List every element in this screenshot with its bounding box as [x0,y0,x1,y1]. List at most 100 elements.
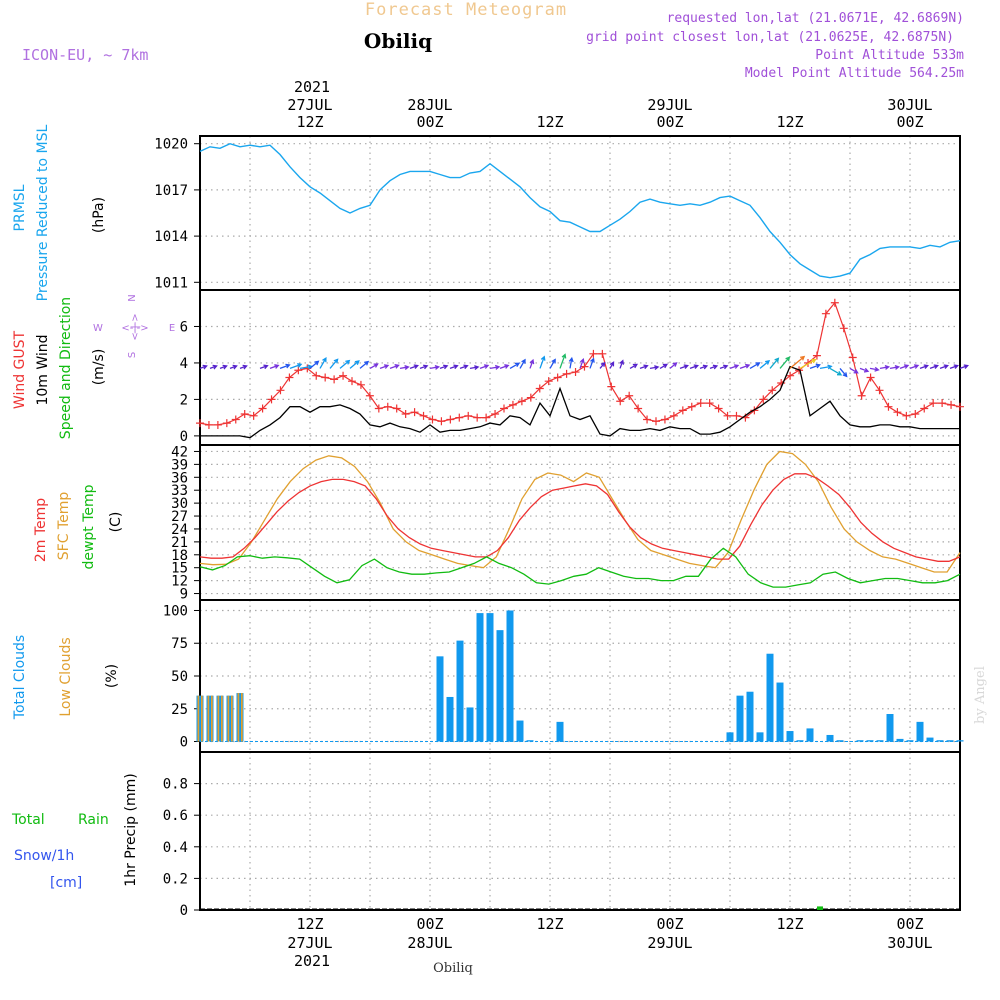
gust-marker [589,349,598,358]
total-cloud-bar [906,740,914,742]
pressure-units: (hPa) [91,197,107,233]
wind-direction-arrow [519,358,526,369]
wind-direction-arrow [699,364,709,370]
low-cloud-bar [241,693,243,742]
wind-direction-arrow [279,363,291,370]
gust-marker [267,395,276,404]
gust-marker [723,411,732,420]
clouds-labels: Total Clouds Low Clouds (%) [12,635,120,720]
total-cloud-bar [946,740,954,742]
y-tick-label: 30 [171,496,188,512]
gust-marker [777,379,786,387]
y-tick-label: 50 [171,669,188,685]
gust-marker [455,413,464,422]
gust-marker [857,391,866,400]
wind-direction-arrow [739,363,751,370]
temp2m-line [199,473,961,562]
wind-speed-line [200,365,960,439]
gust-marker [348,377,356,386]
total-cloud-bar [736,695,744,742]
gust-marker [553,373,562,382]
low-cloud-bar [207,695,210,742]
dewpt-line [199,547,961,588]
gust-marker [616,397,625,406]
compass-horizontal: <-|-> [121,323,148,334]
total-cloud-bar [226,695,234,742]
precip-rain-label: Rain [78,812,109,828]
wind-direction-arrow [859,367,870,373]
top-hour-label: 00Z [656,113,683,131]
precip-total-label: Total [11,812,45,828]
wind-direction-arrow [359,360,370,369]
y-tick-label: 0 [180,903,188,919]
gust-marker [365,391,374,400]
y-tick-label: 0.6 [163,808,188,824]
wind-direction-arrow [409,364,419,370]
wind-direction-arrow [459,364,469,370]
gust-marker [956,402,964,411]
total-cloud-bar [756,732,764,742]
gust-marker [920,404,929,413]
y-tick-label: 2 [180,392,188,408]
top-hour-label: 12Z [776,113,803,131]
y-tick-label: 36 [171,470,188,486]
wind-direction-arrow [909,364,920,370]
precip-panel: 0 0.2 0.4 0.6 0.8 [163,751,961,919]
wind-direction-arrow [309,360,320,369]
low-cloud-bar [221,695,223,742]
bottom-date-label: 29JUL [647,934,692,952]
wind-direction-arrow [259,364,269,370]
gust-marker [786,371,795,380]
wind-direction-arrow [209,364,218,370]
wind-direction-arrow [549,358,556,369]
y-tick-label: 0 [180,429,188,445]
bottom-date-label: 30JUL [887,934,932,952]
precip-units-label: 1hr Precip (mm) [123,773,139,886]
total-cloud-bar [456,640,464,742]
y-tick-label: 1011 [154,275,188,291]
wind-direction-arrow [919,364,929,370]
y-tick-label: 1017 [154,183,188,199]
gust-marker [213,420,222,429]
total-cloud-bar [206,695,214,742]
temperature-labels: 2m Temp SFC Temp dewpt Temp (C) [33,484,124,569]
wind-direction-arrow [709,364,719,370]
wind-direction-arrow [379,364,390,370]
top-year: 2021 [294,78,330,96]
gust-marker [285,373,294,382]
top-hour-label: 12Z [296,113,323,131]
wind-direction-arrow [339,359,351,369]
gust-marker [652,417,660,426]
compass-e: E [169,323,175,334]
gust-marker [544,377,553,386]
wind-direction-arrow [759,359,771,369]
top-hour-label: 00Z [416,113,443,131]
pressure-line [199,142,961,279]
wind-direction-arrow [449,364,459,370]
y-tick-label: 39 [171,457,188,473]
precip-cm-label: [cm] [50,875,82,891]
wind-direction-arrow [568,356,574,369]
gust-marker [374,404,383,413]
gust-marker [839,324,848,333]
gust-marker [356,380,365,389]
wind-direction-arrow [829,367,843,376]
bottom-hour-label: 00Z [896,915,923,933]
gust-marker [500,404,508,413]
pressure-label-1: PRMSL [12,184,28,231]
gust-marker [929,399,938,408]
wind-direction-arrow [959,364,969,370]
bottom-hour-label: 12Z [296,915,323,933]
gust-marker [482,413,491,422]
gust-marker [562,369,571,378]
sfc-temp-line [199,450,961,573]
compass-w: W [93,323,103,334]
gust-marker [607,382,616,391]
y-tick-label: 4 [180,356,188,372]
gust-label: Wind GUST [12,330,28,409]
total-cloud-bar [926,737,934,742]
wind-labels: Wind GUST 10m Wind Speed and Direction (… [12,294,175,439]
y-tick-label: 9 [180,587,188,603]
wind-direction-arrow [849,367,859,374]
